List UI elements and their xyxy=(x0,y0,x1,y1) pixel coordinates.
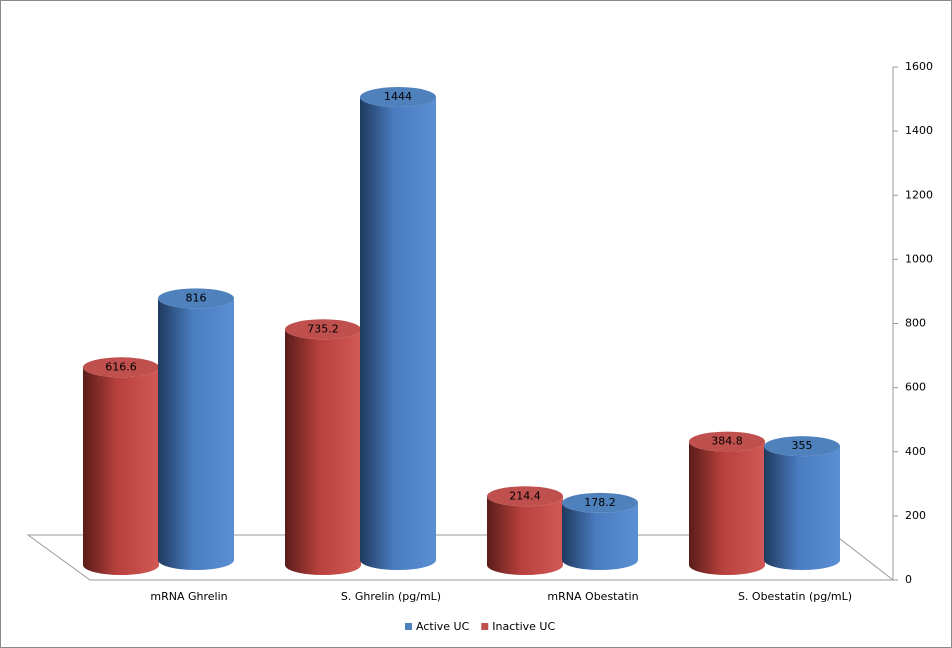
legend-swatch xyxy=(405,623,412,630)
y-tick-label: 1200 xyxy=(905,188,933,201)
cylinder xyxy=(689,441,765,575)
value-label: 616.6 xyxy=(105,360,137,373)
x-tick-label: mRNA Obestatin xyxy=(547,590,638,603)
value-label: 735.2 xyxy=(307,322,339,335)
cylinder xyxy=(285,329,361,575)
value-label: 1444 xyxy=(384,90,412,103)
y-tick-label: 400 xyxy=(905,445,926,458)
value-label: 816 xyxy=(186,291,207,304)
cylinder xyxy=(764,446,840,570)
legend-label: Active UC xyxy=(416,620,470,633)
value-label: 355 xyxy=(792,439,813,452)
cylinder-top xyxy=(689,431,765,452)
cylinder-top xyxy=(360,87,436,108)
cylinder-top xyxy=(83,357,159,378)
x-tick-label: mRNA Ghrelin xyxy=(150,590,227,603)
y-tick-label: 200 xyxy=(905,509,926,522)
x-tick-label: S. Obestatin (pg/mL) xyxy=(738,590,852,603)
cylinder-top xyxy=(285,319,361,340)
legend-label: Inactive UC xyxy=(492,620,555,633)
cylinder-top xyxy=(158,288,234,309)
y-tick-label: 800 xyxy=(905,317,926,330)
cylinder xyxy=(158,298,234,570)
y-tick-label: 1400 xyxy=(905,124,933,137)
cylinder-top xyxy=(764,436,840,457)
y-tick-label: 1000 xyxy=(905,252,933,265)
cylinder-top xyxy=(487,486,563,507)
cylinder xyxy=(83,367,159,575)
cylinder-top xyxy=(562,492,638,513)
y-tick-label: 600 xyxy=(905,381,926,394)
cylinder xyxy=(360,97,436,570)
cylinder xyxy=(487,496,563,575)
cylinder xyxy=(562,502,638,570)
x-tick-label: S. Ghrelin (pg/mL) xyxy=(341,590,441,603)
legend-swatch xyxy=(481,623,489,630)
y-tick-label: 0 xyxy=(905,573,912,586)
value-label: 214.4 xyxy=(509,489,541,502)
value-label: 384.8 xyxy=(711,435,743,448)
y-tick-label: 1600 xyxy=(905,60,933,73)
value-label: 178.2 xyxy=(584,496,616,509)
